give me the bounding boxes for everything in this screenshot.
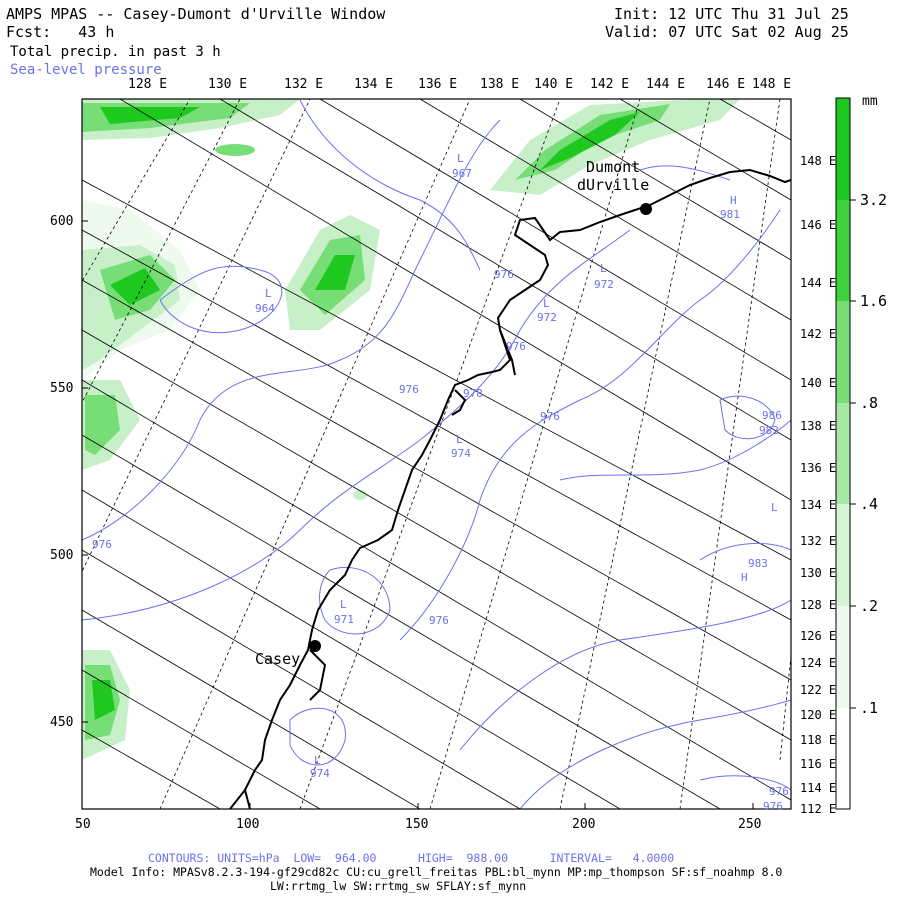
contour-label: L bbox=[456, 433, 463, 446]
contour-label: 976 bbox=[769, 785, 789, 798]
right-lat-label: 140 E bbox=[800, 376, 837, 390]
colorbar-level: 1.6 bbox=[860, 292, 888, 310]
colorbar-level: .8 bbox=[860, 394, 879, 412]
contour-label: 976 bbox=[540, 410, 560, 423]
right-lat-label: 138 E bbox=[800, 419, 837, 433]
station-label-dumont: Dumont dUrville bbox=[577, 158, 650, 194]
right-lat-label: 130 E bbox=[800, 566, 837, 580]
right-lat-label: 148 E bbox=[800, 154, 837, 168]
colorbar-level: .1 bbox=[860, 699, 879, 717]
top-lon-label: 138 E bbox=[480, 77, 520, 92]
top-lon-label: 128 E bbox=[128, 77, 168, 92]
contour-label: 972 bbox=[537, 311, 557, 324]
init-time: Init: 12 UTC Thu 31 Jul 25 bbox=[614, 5, 849, 23]
top-lon-label: 132 E bbox=[284, 77, 324, 92]
model-info-2: LW:rrtmg_lw SW:rrtmg_sw SFLAY:sf_mynn bbox=[270, 879, 527, 893]
colorbar-level: .2 bbox=[860, 597, 879, 615]
fcst-value: 43 h bbox=[78, 23, 115, 41]
precip-colorbar bbox=[835, 97, 856, 810]
dumont-durville-marker bbox=[640, 203, 652, 215]
casey-marker bbox=[309, 640, 321, 652]
contour-label: 974 bbox=[451, 447, 471, 460]
top-lon-label: 140 E bbox=[534, 77, 574, 92]
right-lat-label: 146 E bbox=[800, 218, 837, 232]
right-lat-label: 122 E bbox=[800, 683, 837, 697]
contour-info: CONTOURS: UNITS=hPa LOW= 964.00 HIGH= 98… bbox=[148, 851, 675, 865]
field-name: Total precip. in past 3 h bbox=[10, 44, 221, 60]
right-lat-label: 128 E bbox=[800, 598, 837, 612]
contour-label: 967 bbox=[452, 167, 472, 180]
right-lat-label: 144 E bbox=[800, 276, 837, 290]
contour-label: 978 bbox=[463, 387, 483, 400]
right-lat-label: 136 E bbox=[800, 461, 837, 475]
contour-label: L bbox=[457, 152, 464, 165]
contour-label: L bbox=[600, 262, 607, 275]
top-lon-label: 144 E bbox=[646, 77, 686, 92]
top-lon-label: 136 E bbox=[418, 77, 458, 92]
colorbar-level: 3.2 bbox=[860, 191, 888, 209]
contour-label: 976 bbox=[763, 800, 783, 813]
right-lat-label: 118 E bbox=[800, 733, 837, 747]
right-lat-label: 134 E bbox=[800, 498, 837, 512]
contour-label: L bbox=[771, 501, 778, 514]
slp-contours bbox=[82, 99, 791, 809]
x-tick-label: 200 bbox=[572, 817, 596, 832]
right-lat-label: 142 E bbox=[800, 327, 837, 341]
contour-label: L bbox=[265, 287, 272, 300]
contour-label: 982 bbox=[759, 424, 779, 437]
contour-label: 964 bbox=[255, 302, 275, 315]
forecast-label: Fcst: 43 h bbox=[6, 23, 114, 41]
right-lat-label: 112 E bbox=[800, 802, 837, 816]
axis-ticks bbox=[81, 220, 754, 809]
right-lat-label: 124 E bbox=[800, 656, 837, 670]
coastline bbox=[229, 168, 791, 809]
right-lat-label: 116 E bbox=[800, 757, 837, 771]
y-tick-label: 550 bbox=[50, 381, 74, 396]
contour-label: 974 bbox=[310, 767, 330, 780]
contour-label: 986 bbox=[762, 409, 782, 422]
right-lat-label: 126 E bbox=[800, 629, 837, 643]
map-frame bbox=[81, 98, 792, 810]
contour-label: 983 bbox=[748, 557, 768, 570]
map-title: AMPS MPAS -- Casey-Dumont d'Urville Wind… bbox=[6, 5, 386, 23]
contour-label: 976 bbox=[399, 383, 419, 396]
right-lat-label: 132 E bbox=[800, 534, 837, 548]
contour-label: 976 bbox=[494, 268, 514, 281]
right-lat-label: 114 E bbox=[800, 781, 837, 795]
contour-label: H bbox=[741, 571, 748, 584]
contour-label: L bbox=[314, 754, 321, 767]
valid-time: Valid: 07 UTC Sat 02 Aug 25 bbox=[605, 23, 849, 41]
x-tick-label: 50 bbox=[75, 817, 91, 832]
precip-shading bbox=[82, 99, 740, 760]
x-tick-label: 250 bbox=[738, 817, 762, 832]
contour-label: 976 bbox=[92, 538, 112, 551]
x-tick-label: 150 bbox=[405, 817, 429, 832]
contour-label: L bbox=[543, 297, 550, 310]
contour-label: L bbox=[340, 598, 347, 611]
y-tick-label: 450 bbox=[50, 715, 74, 730]
overlay-name: Sea-level pressure bbox=[10, 62, 162, 78]
top-lon-label: 148 E bbox=[752, 77, 792, 92]
y-tick-label: 500 bbox=[50, 548, 74, 563]
colorbar-level: .4 bbox=[860, 495, 879, 513]
right-lat-label: 120 E bbox=[800, 708, 837, 722]
x-tick-label: 100 bbox=[236, 817, 260, 832]
contour-label: 976 bbox=[429, 614, 449, 627]
contour-label: 976 bbox=[506, 340, 526, 353]
station-label-casey: Casey bbox=[255, 650, 301, 668]
contour-label: 971 bbox=[334, 613, 354, 626]
model-info: Model Info: MPASv8.2.3-194-gf29cd82c CU:… bbox=[90, 865, 783, 879]
top-lon-label: 130 E bbox=[208, 77, 248, 92]
contour-label: 981 bbox=[720, 208, 740, 221]
fcst-label: Fcst: bbox=[6, 23, 52, 41]
top-lon-label: 146 E bbox=[706, 77, 746, 92]
top-lon-label: 134 E bbox=[354, 77, 394, 92]
contour-label: H bbox=[730, 194, 737, 207]
contour-label: 972 bbox=[594, 278, 614, 291]
top-lon-label: 142 E bbox=[590, 77, 630, 92]
y-tick-label: 600 bbox=[50, 214, 74, 229]
graticule bbox=[82, 99, 791, 809]
colorbar-unit: mm bbox=[862, 94, 878, 109]
